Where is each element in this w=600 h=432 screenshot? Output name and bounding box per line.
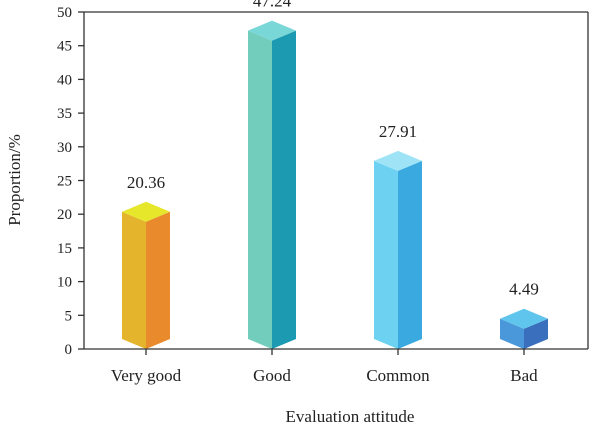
data-label: 4.49 bbox=[509, 280, 539, 299]
bar-face-right bbox=[146, 211, 170, 349]
category-labels: Very good Good Common Bad bbox=[111, 349, 538, 385]
y-tick-label: 0 bbox=[65, 342, 73, 358]
bar-face-right bbox=[398, 160, 422, 349]
x-tick-label: Good bbox=[253, 366, 291, 385]
bar-face-right bbox=[272, 30, 296, 350]
bar-top bbox=[374, 150, 422, 171]
y-tick-label: 15 bbox=[57, 241, 72, 257]
bar-face-left bbox=[500, 318, 524, 349]
y-tick-label: 40 bbox=[57, 72, 72, 88]
data-labels: 20.36 47.24 27.91 4.49 bbox=[127, 0, 539, 299]
y-tick-label: 20 bbox=[57, 207, 72, 223]
x-tick-label: Common bbox=[366, 366, 430, 385]
bar bbox=[122, 201, 170, 349]
x-axis-title: Evaluation attitude bbox=[286, 407, 415, 426]
bar-face-left bbox=[122, 211, 146, 349]
y-tick-label: 50 bbox=[57, 5, 72, 21]
y-tick-label: 5 bbox=[65, 308, 73, 324]
y-tick-label: 35 bbox=[57, 106, 72, 122]
bars bbox=[122, 20, 548, 350]
bar-top bbox=[122, 201, 170, 222]
data-label: 20.36 bbox=[127, 173, 165, 192]
bar-face-left bbox=[248, 30, 272, 350]
bar bbox=[248, 20, 296, 350]
x-tick-label: Very good bbox=[111, 366, 182, 385]
bar-face-left bbox=[374, 160, 398, 349]
bar-top bbox=[248, 20, 296, 41]
x-tick-label: Bad bbox=[510, 366, 538, 385]
bar-face-right bbox=[524, 318, 548, 349]
y-tick-label: 10 bbox=[57, 275, 72, 291]
y-axis-title: Proportion/% bbox=[5, 134, 24, 226]
y-tick-label: 45 bbox=[57, 39, 72, 55]
y-axis-ticks: 0 5 10 15 20 25 30 35 40 45 50 bbox=[57, 5, 84, 358]
y-tick-label: 25 bbox=[57, 174, 72, 190]
data-label: 47.24 bbox=[253, 0, 292, 11]
bar bbox=[374, 150, 422, 349]
bar bbox=[500, 308, 548, 349]
data-label: 27.91 bbox=[379, 122, 417, 141]
bar-top bbox=[500, 308, 548, 329]
y-tick-label: 30 bbox=[57, 140, 72, 156]
